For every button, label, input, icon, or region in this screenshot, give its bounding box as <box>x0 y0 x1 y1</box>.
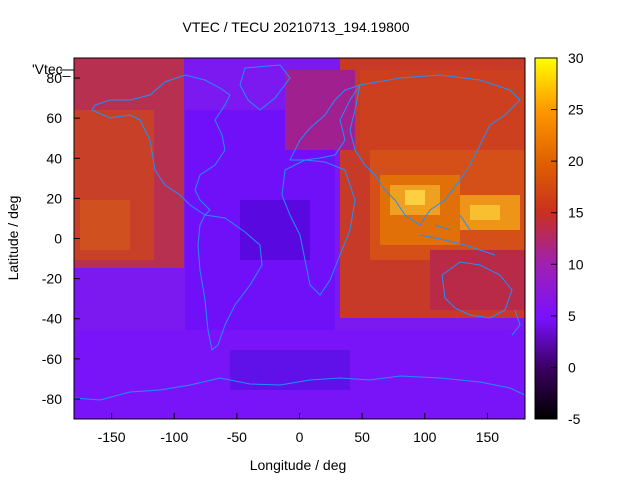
coastline-europe <box>289 84 362 161</box>
colorbar-tick-label: 25 <box>568 102 584 118</box>
coastline-south-america <box>197 214 263 351</box>
heatmap-field <box>74 58 525 419</box>
x-tick-label: 50 <box>354 429 370 445</box>
coastline-greenland <box>239 64 291 111</box>
y-tick-label: 0 <box>54 231 62 247</box>
heatmap-cell <box>405 190 425 205</box>
coastline-asia <box>349 74 521 226</box>
x-tick-label: 150 <box>476 429 500 445</box>
y-axis-title: Latitude / deg <box>5 196 21 281</box>
y-tick-label: 60 <box>46 110 62 126</box>
heatmap-cell <box>285 70 355 150</box>
colorbar-ticks: -5 0 5 10 15 20 25 30 <box>551 50 584 427</box>
colorbar-tick-label: -5 <box>568 411 581 427</box>
x-tick-label: 100 <box>413 429 437 445</box>
coastline-australia <box>441 261 513 319</box>
heatmap-cell <box>430 250 525 310</box>
x-tick-label: -150 <box>98 429 126 445</box>
chart-title: VTEC / TECU 20210713_194.19800 <box>182 19 409 35</box>
y-tick-label: -60 <box>42 351 62 367</box>
coastline-new-zealand <box>511 309 521 336</box>
y-axis: -80 -60 -40 -20 0 20 40 60 80 <box>42 70 80 407</box>
y-tick-label: -40 <box>42 311 62 327</box>
colorbar-tick-label: 5 <box>568 308 576 324</box>
x-tick-label: -50 <box>227 429 247 445</box>
heatmap-cell <box>240 200 310 260</box>
x-tick-label: 0 <box>296 429 304 445</box>
y-tick-label: -80 <box>42 391 62 407</box>
colorbar-tick-label: 15 <box>568 205 584 221</box>
x-axis-title: Longitude / deg <box>250 457 347 473</box>
heatmap-cell <box>360 70 525 160</box>
colorbar-tick-label: 20 <box>568 153 584 169</box>
coastline-indonesia <box>419 214 496 256</box>
heatmap-cell <box>470 205 500 220</box>
colorbar <box>534 57 558 420</box>
y-tick-label: 40 <box>46 150 62 166</box>
y-tick-label: -20 <box>42 271 62 287</box>
coastline-north-america <box>91 74 231 216</box>
y-tick-label: 80 <box>46 70 62 86</box>
x-tick-label: -100 <box>160 429 188 445</box>
legend-key-label: 'Vtec_ <box>32 61 71 77</box>
coastline-antarctica <box>74 375 525 401</box>
colorbar-tick-label: 30 <box>568 50 584 66</box>
colorbar-tick-label: 10 <box>568 256 584 272</box>
colorbar-tick-label: 0 <box>568 359 576 375</box>
x-axis: -150 -100 -50 0 50 100 150 <box>98 413 500 445</box>
y-tick-label: 20 <box>46 190 62 206</box>
heatmap-cell <box>80 200 130 250</box>
coastlines <box>74 64 525 401</box>
coastline-africa <box>281 159 356 296</box>
